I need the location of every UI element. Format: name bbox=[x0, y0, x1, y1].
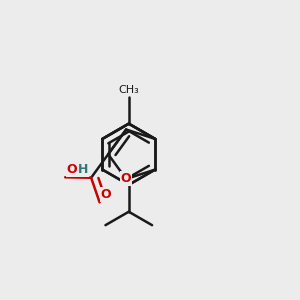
Text: O: O bbox=[121, 172, 131, 185]
Text: O: O bbox=[66, 163, 77, 176]
Text: H: H bbox=[78, 163, 88, 176]
Text: CH₃: CH₃ bbox=[118, 85, 139, 94]
Text: O: O bbox=[101, 188, 112, 201]
